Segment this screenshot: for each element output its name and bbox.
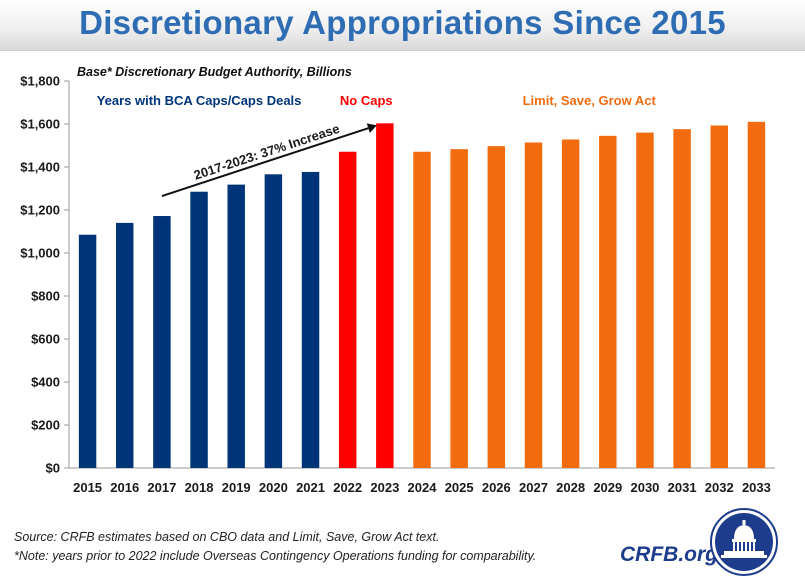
arrow-line [161, 127, 369, 197]
brand-text[interactable]: CRFB.org [620, 543, 718, 566]
x-tick-label: 2033 [742, 480, 771, 495]
bar-2020 [264, 174, 283, 468]
bar-2027 [524, 142, 543, 469]
chart-subtitle: Base* Discretionary Budget Authority, Bi… [77, 65, 352, 79]
footnotes: Source: CRFB estimates based on CBO data… [14, 528, 536, 566]
bar-2021 [301, 171, 320, 468]
y-tick-label: $1,800 [20, 74, 60, 89]
y-tick-label: $800 [31, 289, 60, 304]
y-tick-label: $200 [31, 418, 60, 433]
x-tick-label: 2027 [519, 480, 548, 495]
y-axis-ticks: $0 $200 $400 $600 $800 $1,000 $1,200 $1,400 $1,6… [20, 74, 69, 476]
y-tick-label: $1,000 [20, 246, 60, 261]
y-tick-label: $1,400 [20, 160, 60, 175]
page-title: Discretionary Appropriations Since 2015 [79, 4, 726, 41]
bar-2029 [599, 135, 617, 468]
capitol-dome-seal-icon [710, 508, 778, 576]
arrow-head [366, 123, 377, 133]
x-tick-label: 2031 [668, 480, 697, 495]
bar-2033 [747, 121, 766, 468]
x-tick-label: 2018 [185, 480, 214, 495]
y-tick-label: $400 [31, 375, 60, 390]
x-tick-label: 2029 [593, 480, 622, 495]
x-tick-label: 2017 [147, 480, 176, 495]
x-axis-ticks: 2015 2016 2017 2018 2019 2020 2021 2022 2023 2024… [73, 480, 771, 495]
bar-2015 [78, 234, 97, 468]
bar-2018 [190, 191, 208, 468]
x-tick-label: 2026 [482, 480, 511, 495]
x-tick-label: 2025 [445, 480, 474, 495]
x-tick-label: 2030 [630, 480, 659, 495]
x-tick-label: 2015 [73, 480, 102, 495]
x-tick-label: 2022 [333, 480, 362, 495]
x-tick-label: 2032 [705, 480, 734, 495]
bar-2032 [710, 125, 728, 468]
y-tick-label: $1,600 [20, 117, 60, 132]
bar-2030 [636, 132, 654, 468]
bar-2031 [673, 129, 691, 468]
group-label: No Caps [340, 93, 393, 108]
x-tick-label: 2021 [296, 480, 325, 495]
bar-2026 [487, 146, 506, 468]
x-tick-label: 2020 [259, 480, 288, 495]
bar-2023 [376, 123, 394, 468]
bar-2016 [116, 222, 134, 468]
bars [78, 121, 766, 469]
x-tick-label: 2024 [408, 480, 438, 495]
source-note: Source: CRFB estimates based on CBO data… [14, 530, 440, 544]
y-tick-label: $0 [46, 461, 60, 476]
x-tick-label: 2028 [556, 480, 585, 495]
y-tick-label: $1,200 [20, 203, 60, 218]
title-banner [0, 0, 805, 51]
x-tick-label: 2019 [222, 480, 251, 495]
group-label: Years with BCA Caps/Caps Deals [97, 93, 302, 108]
footnote: *Note: years prior to 2022 include Overs… [14, 549, 537, 563]
group-label: Limit, Save, Grow Act [523, 93, 657, 108]
bar-2025 [450, 149, 468, 468]
x-tick-label: 2023 [370, 480, 399, 495]
x-tick-label: 2016 [110, 480, 139, 495]
bar-2028 [561, 139, 580, 469]
bar-2019 [227, 184, 245, 468]
y-tick-label: $600 [31, 332, 60, 347]
bar-2024 [413, 151, 431, 469]
bar-2022 [338, 151, 357, 469]
bar-2017 [153, 216, 171, 468]
group-labels: Years with BCA Caps/Caps Deals No Caps Lim… [97, 93, 657, 108]
